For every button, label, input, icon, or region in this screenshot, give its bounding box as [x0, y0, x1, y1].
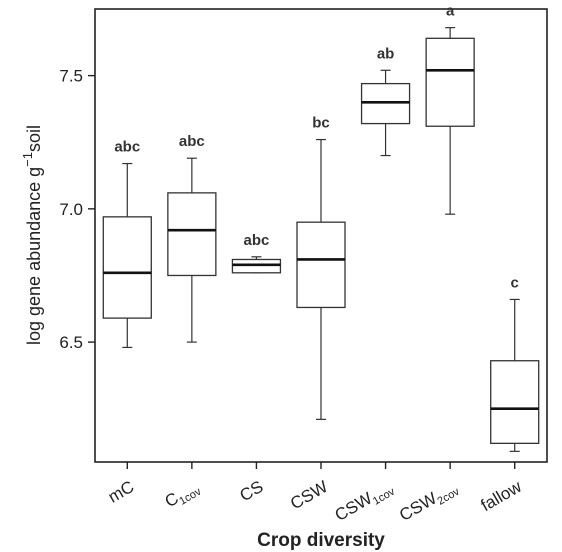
box-iqr [491, 361, 539, 444]
box-iqr [426, 38, 474, 126]
box-group: abc [232, 232, 280, 273]
x-tick-label: CSW [287, 477, 331, 513]
box-iqr [103, 217, 151, 318]
significance-label: a [446, 3, 455, 20]
x-axis: mC C1cov CS CSW CSW1cov CSW2cov fallow [105, 462, 525, 528]
y-axis-title: log gene abundance g−1soil [20, 125, 44, 345]
y-tick-label: 6.5 [59, 333, 83, 352]
x-tick-label: C1cov [162, 477, 204, 514]
box-group: abc [168, 133, 216, 342]
y-axis: 6.5 7.0 7.5 [59, 67, 95, 352]
y-tick-label: 7.0 [59, 200, 83, 219]
x-tick-label: mC [105, 477, 137, 507]
x-tick-label: fallow [478, 477, 526, 516]
box-group: abc [103, 139, 151, 348]
y-tick-label: 7.5 [59, 67, 83, 86]
box-iqr [297, 222, 345, 307]
box-group: c [491, 274, 539, 451]
significance-label: abc [114, 139, 140, 156]
x-tick-label: CSW1cov [332, 477, 398, 528]
significance-label: bc [312, 115, 330, 132]
box-group: a [426, 3, 474, 215]
significance-label: ab [377, 45, 395, 62]
box-group: ab [362, 45, 410, 155]
boxes: abc abc abc bc ab a c [103, 3, 538, 452]
x-tick-label: CSW2cov [396, 477, 462, 528]
box-group: bc [297, 115, 345, 420]
significance-label: abc [243, 232, 269, 249]
box-iqr [362, 84, 410, 124]
x-tick-label: CS [236, 477, 266, 505]
box-iqr [232, 259, 280, 272]
x-axis-title: Crop diversity [257, 530, 385, 551]
box-iqr [168, 193, 216, 276]
significance-label: c [511, 274, 519, 291]
significance-label: abc [179, 133, 205, 150]
